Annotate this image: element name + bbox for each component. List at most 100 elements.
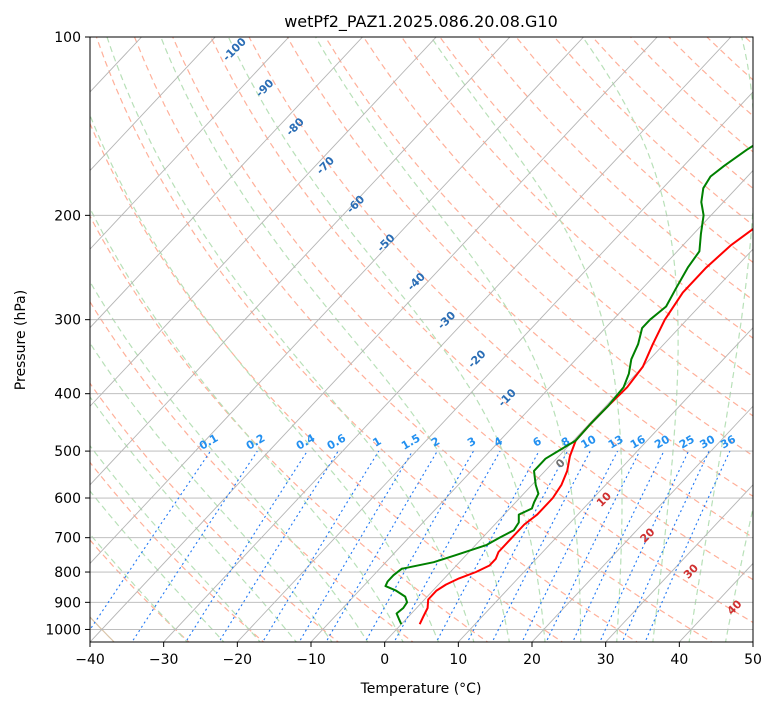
mixing-ratio-label: 1.5	[399, 432, 422, 453]
moist-adiabat-line	[227, 37, 546, 642]
y-tick-label: 200	[54, 208, 81, 224]
isotherm-line	[90, 37, 658, 642]
isotherm-line	[457, 327, 753, 642]
x-axis: −40 −30 −20 −10 0 10 20 30 40 50	[75, 642, 762, 668]
mixing-ratio-line	[599, 450, 690, 642]
moist-adiabat-line	[106, 37, 475, 642]
isotherm-line	[90, 37, 216, 172]
isotherm-line	[384, 248, 753, 642]
dry-adiabat-line	[248, 37, 753, 539]
moist-adiabat-line	[688, 37, 753, 642]
moist-adiabat-line	[90, 490, 225, 642]
x-tick-label: −40	[75, 652, 105, 668]
isotherm-line	[531, 405, 753, 642]
dry-adiabat-line	[90, 461, 265, 642]
dry-adiabat-label: -100	[220, 35, 249, 64]
background-lines	[0, 24, 753, 645]
dry-adiabat-line	[553, 37, 753, 226]
moist-adiabat-line	[160, 37, 511, 642]
isotherm-line	[236, 91, 753, 642]
moist-adiabat-label: 30	[681, 561, 701, 581]
mixing-ratio-label: 16	[628, 432, 648, 451]
mixing-ratio-line	[644, 450, 731, 642]
x-tick-label: −30	[149, 652, 179, 668]
mixing-ratio-line	[572, 450, 665, 642]
mixing-ratio-line	[298, 450, 413, 642]
mixing-ratio-line	[521, 450, 619, 642]
dry-adiabat-line	[90, 300, 414, 642]
moist-adiabat-label: 40	[725, 597, 745, 617]
x-tick-label: 30	[597, 652, 615, 668]
y-tick-label: 1000	[45, 622, 81, 638]
mixing-ratio-line	[393, 450, 501, 642]
dry-adiabat-label: -70	[314, 154, 337, 177]
dry-adiabat-label: -60	[344, 192, 367, 215]
plot-frame	[89, 36, 754, 643]
mixing-ratio-label: 2	[429, 435, 442, 450]
mixing-ratio-line	[621, 450, 710, 642]
mixing-ratio-line	[435, 450, 540, 642]
x-tick-label: 20	[523, 652, 541, 668]
isotherm-line	[90, 37, 290, 250]
mixing-ratio-line	[262, 450, 380, 642]
mixing-ratio-label: 36	[718, 432, 738, 451]
mixing-ratio-label: 20	[652, 432, 672, 451]
y-tick-label: 500	[54, 444, 81, 460]
mixing-ratio-line	[491, 450, 591, 642]
x-tick-label: −10	[296, 652, 326, 668]
dry-adiabat-line	[477, 37, 753, 301]
isotherm-line	[310, 169, 753, 642]
dry-adiabat-line	[591, 37, 753, 190]
dry-adiabat-line	[668, 37, 753, 117]
y-tick-label: 400	[54, 387, 81, 403]
dry-adiabat-line	[401, 37, 753, 378]
mixing-ratio-line	[466, 450, 568, 642]
moist-adiabat-label: 20	[638, 525, 658, 545]
isotherm-line	[0, 24, 7, 645]
dry-adiabat-label: -10	[496, 386, 519, 409]
dry-adiabat-label: -80	[284, 115, 307, 138]
mixing-ratio-line	[218, 450, 339, 642]
dry-adiabat-label: -50	[374, 231, 397, 254]
dry-adiabat-line	[90, 214, 489, 642]
isotherm-line	[90, 37, 364, 329]
moist-adiabat-line	[90, 280, 369, 642]
dry-adiabat-line	[286, 37, 753, 497]
x-tick-label: 40	[670, 652, 688, 668]
dry-adiabat-line	[95, 37, 639, 642]
profile-series	[384, 144, 753, 625]
mixing-ratio-label: 3	[465, 435, 478, 450]
moist-adiabat-label: 0	[553, 456, 568, 471]
dry-adiabat-line	[210, 37, 753, 581]
mixing-ratio-label: 30	[697, 432, 717, 451]
x-tick-label: 50	[744, 652, 762, 668]
moist-adiabat-line	[90, 207, 404, 642]
dry-adiabat-line	[744, 37, 753, 46]
moist-adiabat-line	[90, 113, 440, 642]
mixing-ratio-line	[185, 450, 308, 642]
dry-adiabat-label: -30	[435, 309, 458, 332]
isotherm-line	[163, 37, 732, 642]
mixing-ratio-label: 6	[531, 434, 544, 449]
mixing-ratio-line	[364, 450, 474, 642]
mixing-ratio-line	[325, 450, 438, 642]
dewpoint-profile-line	[384, 144, 753, 625]
mixing-ratio-label: 1	[370, 435, 383, 450]
mixing-ratio-label: 25	[677, 433, 697, 452]
isotherm-line	[90, 37, 585, 565]
y-tick-label: 900	[54, 595, 81, 611]
isotherm-line	[90, 37, 511, 486]
mixing-ratio-line	[90, 450, 211, 631]
dry-adiabat-line	[172, 37, 753, 624]
y-axis-title: Pressure (hPa)	[13, 290, 29, 390]
y-tick-label: 100	[54, 30, 81, 46]
y-tick-label: 700	[54, 531, 81, 547]
dry-adiabat-line	[133, 37, 713, 642]
moist-adiabat-line	[724, 505, 753, 642]
y-tick-label: 800	[54, 565, 81, 581]
moist-adiabat-line	[90, 395, 298, 642]
x-tick-label: 10	[449, 652, 467, 668]
moist-adiabat-label: 10	[594, 489, 614, 509]
x-tick-label: 0	[380, 652, 389, 668]
